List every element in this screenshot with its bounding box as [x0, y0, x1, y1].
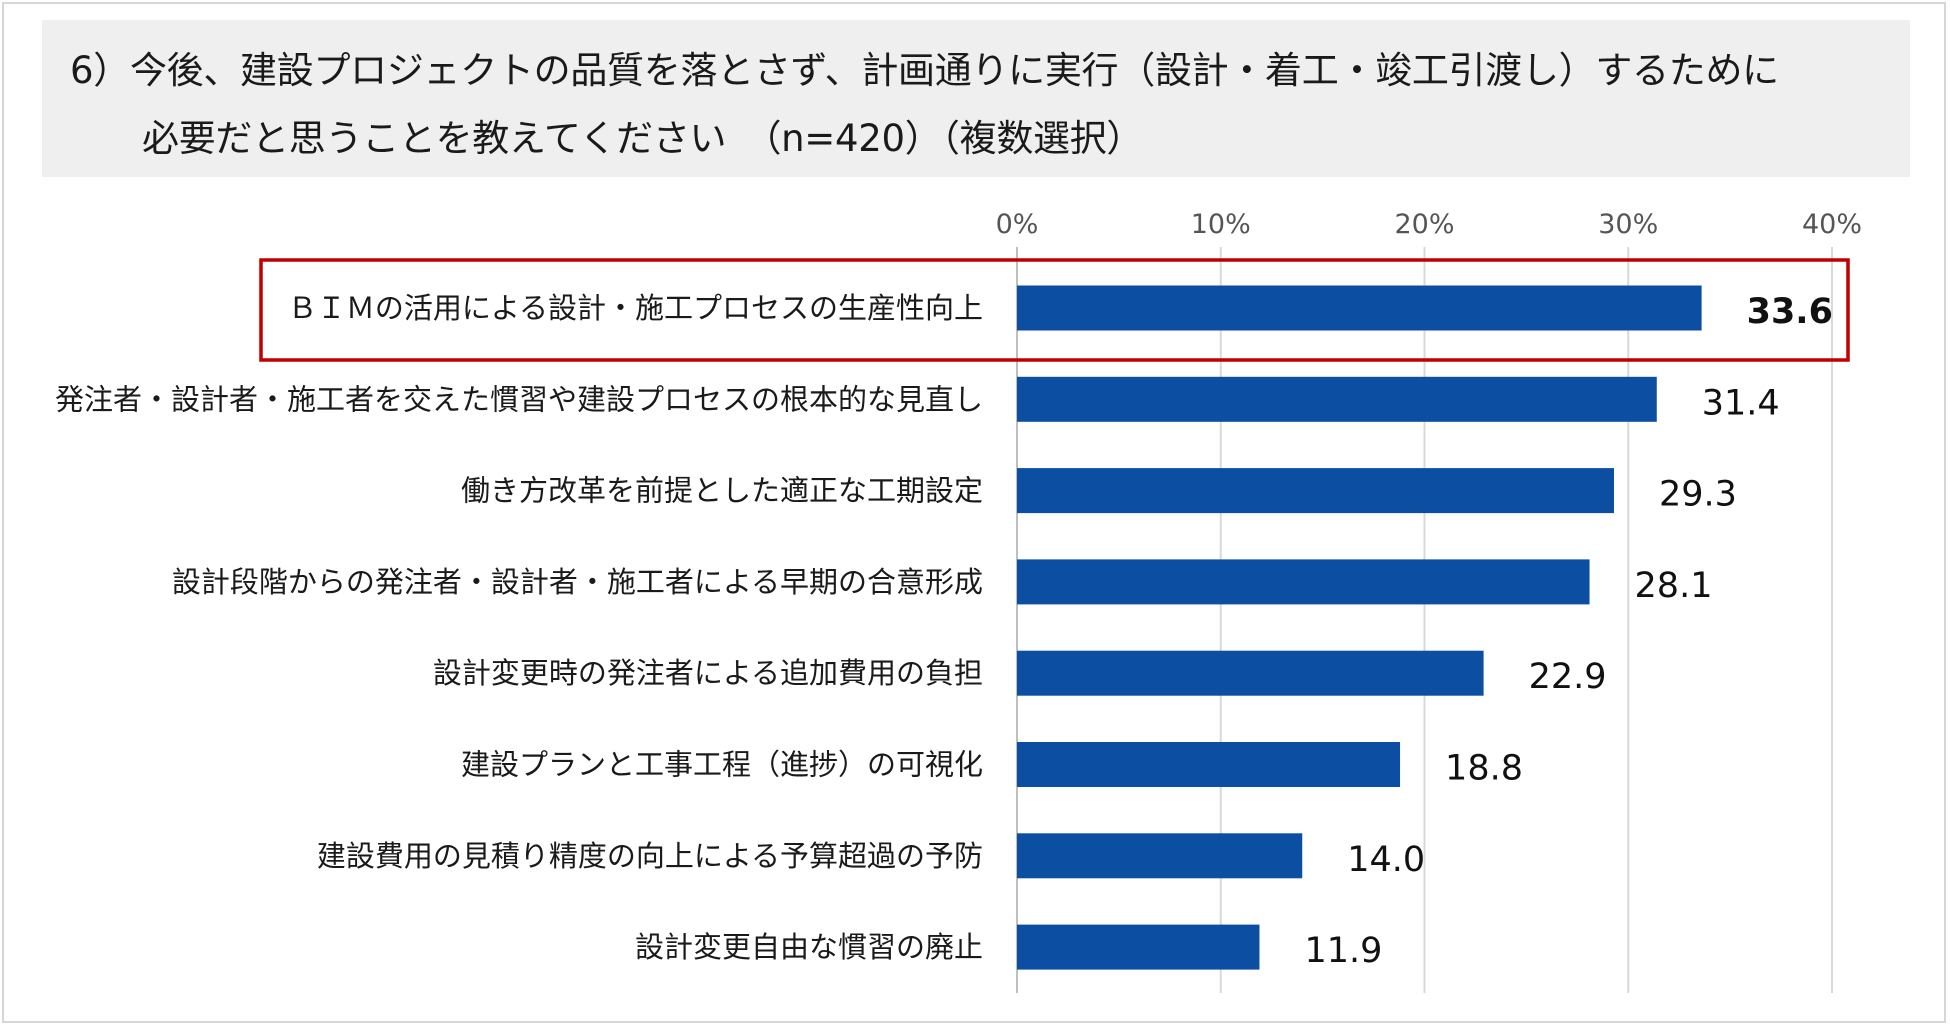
tick-label-30: 30%: [1598, 209, 1658, 240]
chart-title-line2: 必要だと思うことを教えてください （n=420）（複数選択）: [142, 117, 1144, 160]
category-label-7: 建設費用の見積り精度の向上による予算超過の予防: [317, 839, 983, 873]
value-label-7: 14.0: [1347, 840, 1425, 880]
bar-1: [1017, 285, 1702, 331]
tick-label-40: 40%: [1802, 209, 1862, 240]
category-label-6: 建設プランと工事工程（進捗）の可視化: [461, 748, 983, 782]
bar-5: [1017, 650, 1484, 696]
bar-3: [1017, 468, 1614, 514]
highlight-box: [259, 258, 1850, 362]
value-label-6: 18.8: [1445, 749, 1523, 789]
bar-8: [1017, 924, 1260, 970]
value-label-8: 11.9: [1304, 931, 1382, 971]
title-box: [42, 20, 1910, 177]
bar-6: [1017, 742, 1401, 787]
value-label-1: 33.6: [1747, 292, 1833, 332]
bar-4: [1017, 559, 1590, 605]
category-label-1: ＢＩＭの活用による設計・施工プロセスの生産性向上: [288, 291, 983, 325]
value-label-5: 22.9: [1529, 657, 1607, 697]
category-label-5: 設計変更時の発注者による追加費用の負担: [433, 656, 983, 690]
category-label-4: 設計段階からの発注者・設計者・施工者による早期の合意形成: [172, 565, 983, 599]
bar-7: [1017, 833, 1303, 879]
value-label-3: 29.3: [1659, 475, 1737, 515]
chart-title-line1: 6）今後、建設プロジェクトの品質を落とさず、計画通りに実行（設計・着工・竣工引渡…: [70, 49, 1779, 92]
value-label-4: 28.1: [1635, 566, 1713, 606]
tick-label-10: 10%: [1191, 209, 1251, 240]
value-label-2: 31.4: [1702, 383, 1780, 423]
category-label-8: 設計変更自由な慣習の廃止: [635, 930, 983, 964]
tick-label-20: 20%: [1394, 209, 1454, 240]
category-label-2: 発注者・設計者・施工者を交えた慣習や建設プロセスの根本的な見直し: [55, 382, 983, 416]
tick-label-0: 0%: [996, 209, 1039, 240]
category-label-3: 働き方改革を前提とした適正な工期設定: [461, 474, 983, 508]
bar-2: [1017, 376, 1657, 422]
